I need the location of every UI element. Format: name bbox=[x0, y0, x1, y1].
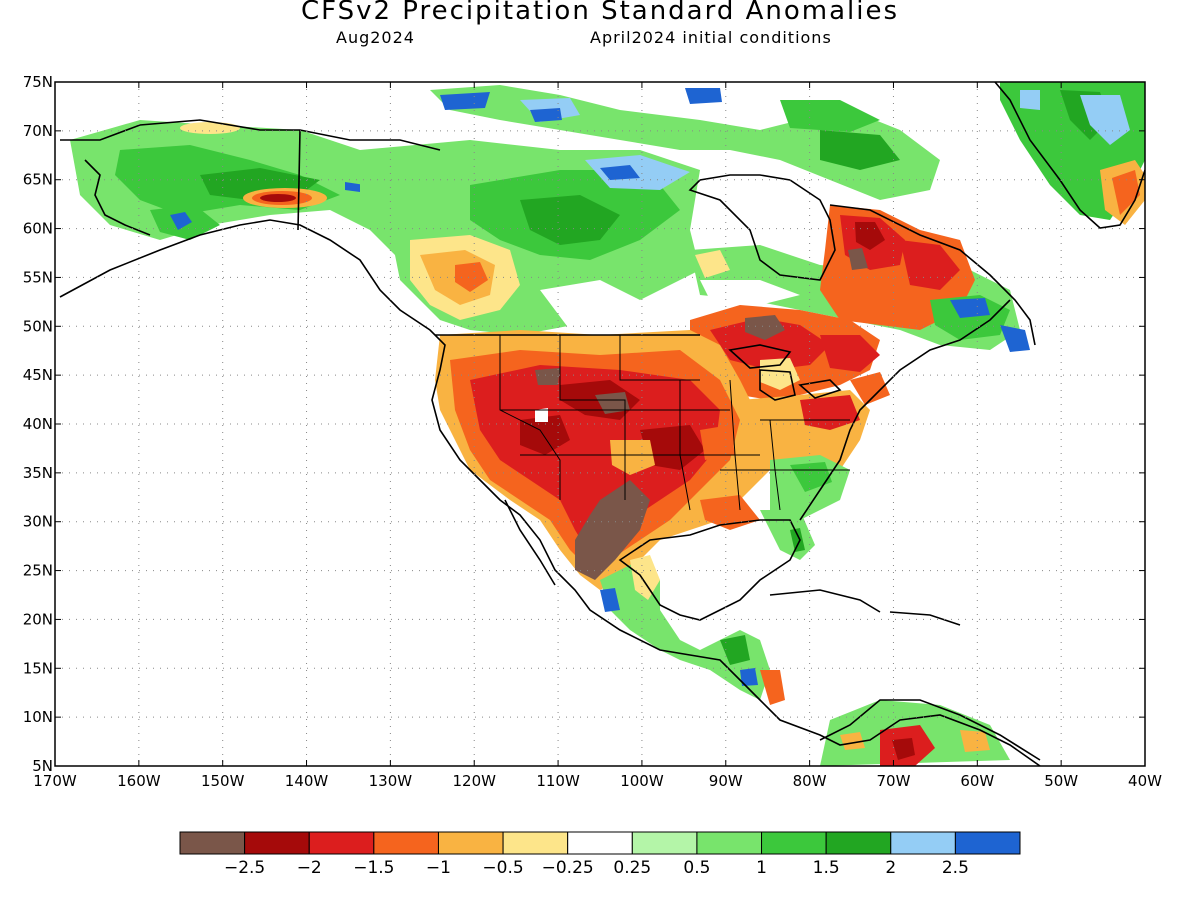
colorbar-swatch bbox=[954, 831, 1021, 855]
colorbar-swatch bbox=[502, 831, 569, 855]
lon-label: 160W bbox=[117, 772, 161, 790]
lat-label: 15N bbox=[23, 659, 53, 677]
colorbar-swatch bbox=[825, 831, 892, 855]
colorbar-label: −0.5 bbox=[482, 858, 523, 878]
lon-label: 80W bbox=[793, 772, 827, 790]
lon-label: 140W bbox=[285, 772, 329, 790]
colorbar-label: 1 bbox=[756, 858, 767, 878]
lat-label: 60N bbox=[23, 220, 53, 238]
colorbar-swatch bbox=[631, 831, 698, 855]
lat-label: 20N bbox=[23, 610, 53, 628]
map-title: CFSv2 Precipitation Standard Anomalies bbox=[300, 0, 900, 26]
colorbar-label: −1.5 bbox=[353, 858, 394, 878]
lon-label: 100W bbox=[620, 772, 664, 790]
lat-label: 30N bbox=[23, 513, 53, 531]
lat-label: 65N bbox=[23, 171, 53, 189]
lon-label: 60W bbox=[960, 772, 994, 790]
lat-label: 55N bbox=[23, 268, 53, 286]
colorbar-swatch bbox=[308, 831, 375, 855]
longitude-axis: 170W 160W 150W 140W 130W 120W 110W 100W 90W 80W 70… bbox=[33, 82, 1162, 790]
lat-label: 25N bbox=[23, 562, 53, 580]
colorbar-label: −0.25 bbox=[542, 858, 594, 878]
lon-label: 150W bbox=[201, 772, 245, 790]
anomaly-shading bbox=[70, 82, 1145, 766]
colorbar-label: 2.5 bbox=[942, 858, 969, 878]
lon-label: 170W bbox=[33, 772, 77, 790]
lat-label: 75N bbox=[23, 73, 53, 91]
colorbar-label: 2 bbox=[885, 858, 896, 878]
colorbar-swatch bbox=[373, 831, 439, 855]
lon-label: 70W bbox=[877, 772, 911, 790]
lat-label: 10N bbox=[23, 708, 53, 726]
lon-label: 120W bbox=[452, 772, 496, 790]
latitude-axis: 75N 70N 65N 60N 55N 50N 45N 40N 35N 30N 25N 20N 15N 1… bbox=[23, 73, 1145, 775]
colorbar-swatch bbox=[244, 831, 310, 855]
state-borders bbox=[499, 335, 850, 511]
colorbar-label: 1.5 bbox=[813, 858, 840, 878]
lat-label: 5N bbox=[32, 757, 53, 775]
colorbar-label: −1 bbox=[426, 858, 451, 878]
lat-label: 35N bbox=[23, 464, 53, 482]
lon-label: 40W bbox=[1128, 772, 1162, 790]
lat-label: 50N bbox=[23, 317, 53, 335]
colorbar-swatch bbox=[567, 831, 633, 855]
lon-label: 90W bbox=[709, 772, 743, 790]
lon-label: 110W bbox=[536, 772, 580, 790]
colorbar-label: 0.25 bbox=[613, 858, 651, 878]
lat-label: 70N bbox=[23, 122, 53, 140]
coastlines bbox=[59, 82, 1145, 766]
colorbar-label: −2.5 bbox=[224, 858, 265, 878]
colorbar-swatch bbox=[696, 831, 763, 855]
lon-label: 130W bbox=[369, 772, 413, 790]
lon-label: 50W bbox=[1044, 772, 1078, 790]
colorbar-swatch bbox=[890, 831, 956, 855]
colorbar-label: −2 bbox=[297, 858, 322, 878]
lat-label: 45N bbox=[23, 366, 53, 384]
colorbar-swatch bbox=[179, 831, 246, 855]
lat-label: 40N bbox=[23, 415, 53, 433]
colorbar-swatch bbox=[437, 831, 504, 855]
initial-conditions: April2024 initial conditions bbox=[590, 28, 832, 47]
forecast-month: Aug2024 bbox=[336, 28, 415, 47]
colorbar-swatch bbox=[761, 831, 827, 855]
colorbar: −2.5 −2 −1.5 −1 −0.5 −0.25 0.25 0.5 1 1.5 2 2.5 bbox=[179, 831, 1021, 878]
colorbar-label: 0.5 bbox=[683, 858, 710, 878]
